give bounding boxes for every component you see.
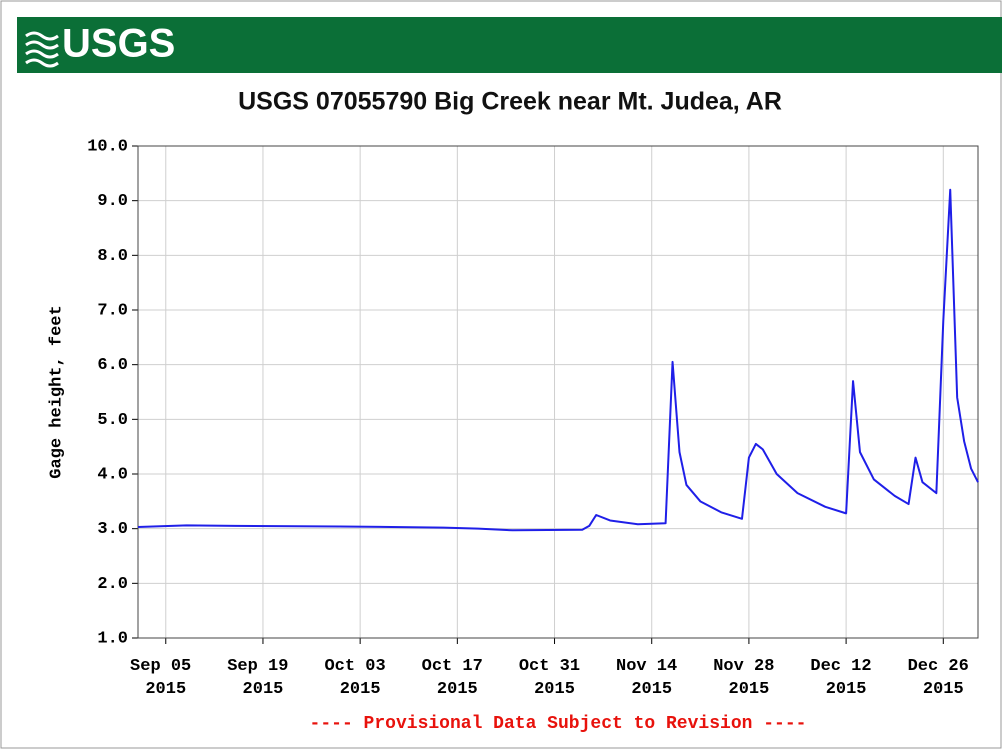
- y-axis-label: Gage height, feet: [47, 305, 66, 478]
- x-tick-label: Dec 12 2015: [810, 657, 881, 699]
- x-tick-label: Nov 14 2015: [616, 657, 687, 699]
- plot-area: [138, 146, 978, 638]
- x-tick-label: Sep 19 2015: [227, 657, 298, 699]
- plot-border: [137, 145, 979, 639]
- footnote: ---- Provisional Data Subject to Revisio…: [310, 714, 807, 734]
- y-tick-label: 7.0: [97, 301, 128, 320]
- y-tick-label: 4.0: [97, 465, 128, 484]
- header-bar: [17, 17, 1002, 73]
- x-tick-label: Oct 31 2015: [519, 657, 590, 699]
- x-tick-label: Nov 28 2015: [713, 657, 784, 699]
- y-tick-label: 8.0: [97, 247, 128, 266]
- x-tick-label: Oct 17 2015: [422, 657, 493, 699]
- y-tick-label: 5.0: [97, 411, 128, 430]
- x-tick-label: Sep 05 2015: [130, 657, 201, 699]
- y-tick-label: 2.0: [97, 575, 128, 594]
- y-tick-label: 6.0: [97, 356, 128, 375]
- chart-title: USGS 07055790 Big Creek near Mt. Judea, …: [238, 88, 782, 116]
- logo-text: USGS: [62, 22, 175, 66]
- y-tick-label: 1.0: [97, 629, 128, 648]
- x-tick-label: Dec 26 2015: [908, 657, 979, 699]
- x-tick-label: Oct 03 2015: [324, 657, 395, 699]
- y-tick-label: 3.0: [97, 520, 128, 539]
- y-tick-label: 9.0: [97, 192, 128, 211]
- logo-icon: [25, 31, 59, 68]
- y-tick-label: 10.0: [87, 137, 128, 156]
- data-line: [137, 188, 979, 532]
